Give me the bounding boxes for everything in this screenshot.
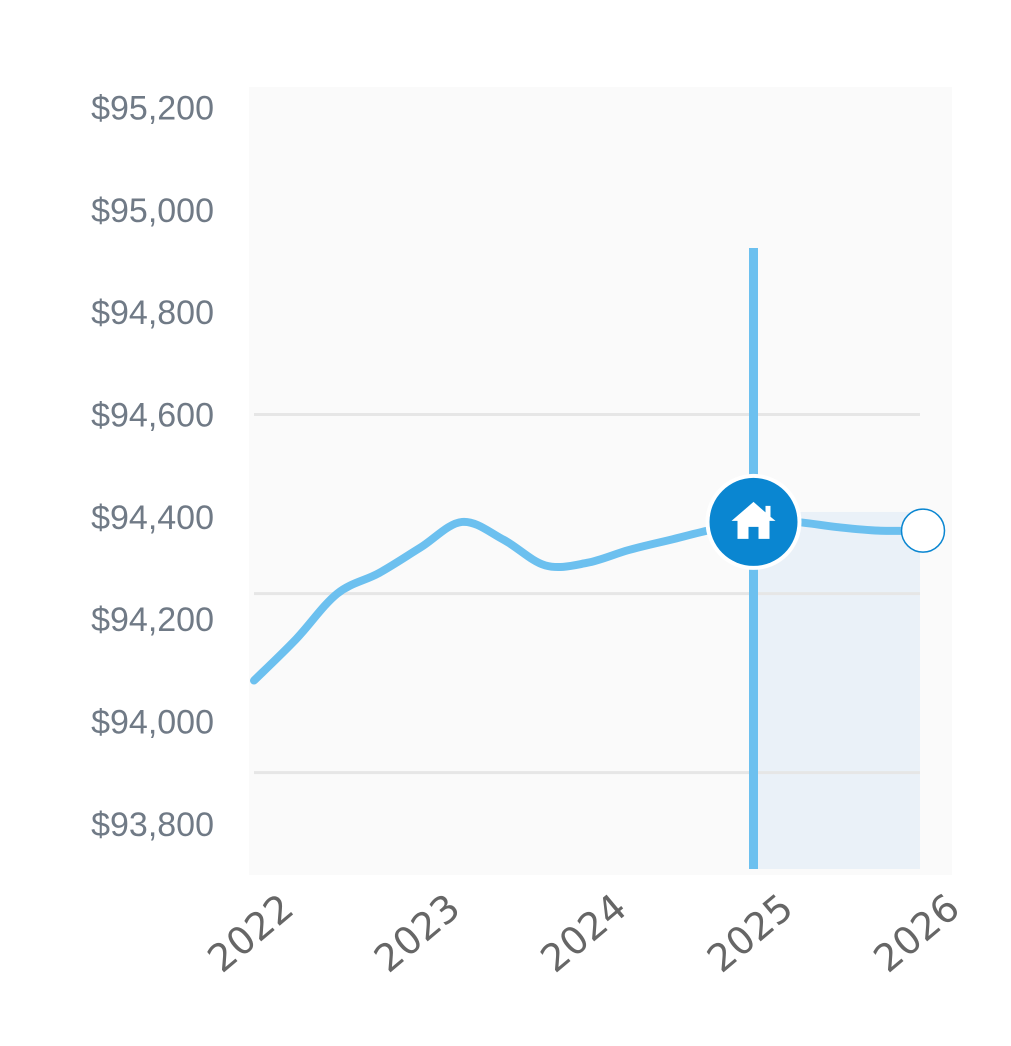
x-tick-label: 2022 bbox=[199, 885, 301, 981]
y-tick-label: $93,800 bbox=[91, 806, 214, 844]
home-marker[interactable] bbox=[705, 473, 802, 570]
y-tick-label: $94,000 bbox=[91, 703, 214, 741]
y-tick-label: $95,200 bbox=[91, 89, 214, 127]
projection-area bbox=[753, 511, 920, 869]
x-tick-label: 2026 bbox=[865, 885, 967, 981]
y-tick-label: $94,200 bbox=[91, 601, 214, 639]
y-tick-label: $94,400 bbox=[91, 499, 214, 537]
y-tick-label: $94,800 bbox=[91, 294, 214, 332]
x-tick-label: 2024 bbox=[532, 885, 634, 981]
series-line bbox=[250, 517, 924, 685]
x-axis-ticks: 2022 2023 2024 2025 2026 bbox=[199, 885, 967, 981]
end-point[interactable] bbox=[900, 508, 946, 553]
y-axis-ticks: $95,200 $95,000 $94,800 $94,600 $94,400 $94,2… bbox=[91, 89, 214, 843]
y-tick-label: $94,600 bbox=[91, 396, 214, 434]
x-tick-label: 2025 bbox=[699, 885, 801, 981]
x-tick-label: 2023 bbox=[366, 885, 468, 981]
y-tick-label: $95,000 bbox=[91, 192, 214, 230]
home-icon bbox=[731, 501, 776, 539]
gridlines bbox=[254, 412, 920, 775]
